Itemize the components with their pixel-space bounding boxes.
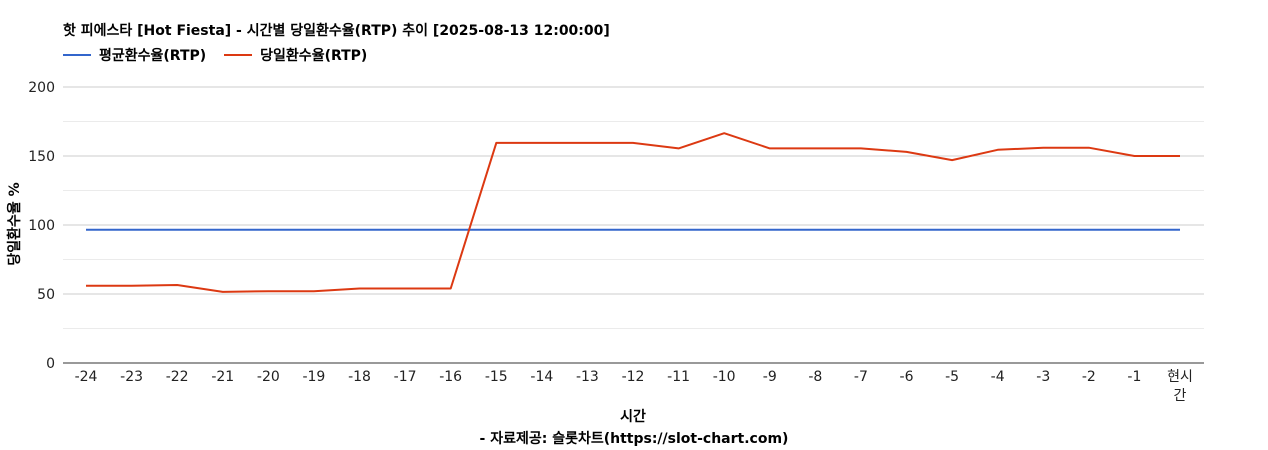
data-point-series-1[interactable] xyxy=(1177,153,1183,159)
data-point-series-1[interactable] xyxy=(995,147,1001,153)
x-tick-label: -15 xyxy=(485,369,508,385)
data-point-series-0[interactable] xyxy=(129,227,135,233)
chart-title: 핫 피에스타 [Hot Fiesta] - 시간별 당일환수율(RTP) 추이 … xyxy=(63,23,610,39)
data-point-series-0[interactable] xyxy=(676,227,682,233)
series-line-1[interactable] xyxy=(86,132,1180,293)
data-point-series-1[interactable] xyxy=(539,140,545,146)
x-tick-label: -17 xyxy=(394,369,417,385)
x-tick-label: -18 xyxy=(348,369,371,385)
x-tick-label: -12 xyxy=(622,369,645,385)
data-point-series-0[interactable] xyxy=(1040,227,1046,233)
x-tick-label: -2 xyxy=(1082,369,1096,385)
data-point-series-0[interactable] xyxy=(448,227,454,233)
x-tick-label: -5 xyxy=(945,369,959,385)
x-tick-label: -16 xyxy=(439,369,462,385)
data-point-series-1[interactable] xyxy=(812,145,818,151)
data-point-series-1[interactable] xyxy=(767,145,773,151)
data-point-series-1[interactable] xyxy=(265,288,271,294)
x-tick-label: -9 xyxy=(763,369,777,385)
legend-swatch-average xyxy=(63,54,91,56)
x-tick-label: -3 xyxy=(1036,369,1050,385)
data-point-series-1[interactable] xyxy=(357,285,363,291)
x-tick-label: 현시 간 xyxy=(1167,369,1193,404)
x-tick-label: -23 xyxy=(120,369,143,385)
data-point-series-0[interactable] xyxy=(265,227,271,233)
x-tick-label: -21 xyxy=(211,369,234,385)
data-point-series-0[interactable] xyxy=(402,227,408,233)
data-point-series-1[interactable] xyxy=(630,140,636,146)
data-point-series-1[interactable] xyxy=(584,140,590,146)
x-axis-title: 시간 xyxy=(620,409,646,425)
data-point-series-0[interactable] xyxy=(904,227,910,233)
x-tick-label: -14 xyxy=(530,369,553,385)
data-point-series-0[interactable] xyxy=(357,227,363,233)
x-tick-labels: -24 -23 -22 -21 -20 -19 -18 -17 -16 -15 -14 -13 -12 -… xyxy=(75,369,1193,404)
data-point-series-0[interactable] xyxy=(1131,227,1137,233)
data-point-series-0[interactable] xyxy=(311,227,317,233)
source-note: - 자료제공: 슬롯차트(https://slot-chart.com) xyxy=(479,431,789,447)
data-point-series-1[interactable] xyxy=(174,282,180,288)
x-tick-label: -11 xyxy=(667,369,690,385)
legend-item-average[interactable]: 평균환수율(RTP) xyxy=(63,45,206,65)
x-tick-label: -4 xyxy=(991,369,1005,385)
data-point-series-0[interactable] xyxy=(174,227,180,233)
legend-item-daily[interactable]: 당일환수율(RTP) xyxy=(224,45,367,65)
data-point-series-1[interactable] xyxy=(493,140,499,146)
data-point-series-1[interactable] xyxy=(402,285,408,291)
y-tick-label: 50 xyxy=(37,287,55,303)
data-point-series-0[interactable] xyxy=(630,227,636,233)
x-tick-label: -19 xyxy=(302,369,325,385)
x-tick-label: -10 xyxy=(713,369,736,385)
series-layer xyxy=(83,130,1183,295)
data-point-series-0[interactable] xyxy=(1086,227,1092,233)
data-point-series-1[interactable] xyxy=(129,283,135,289)
grid-layer xyxy=(63,86,1204,329)
data-point-series-0[interactable] xyxy=(812,227,818,233)
y-tick-label: 0 xyxy=(46,356,55,372)
legend-swatch-daily xyxy=(224,54,253,56)
data-point-series-0[interactable] xyxy=(721,227,727,233)
legend: 평균환수율(RTP) 당일환수율(RTP) xyxy=(63,45,385,65)
data-point-series-0[interactable] xyxy=(858,227,864,233)
y-tick-label: 200 xyxy=(28,80,55,96)
legend-label-average: 평균환수율(RTP) xyxy=(99,48,207,64)
x-tick-label: -7 xyxy=(854,369,868,385)
data-point-series-1[interactable] xyxy=(949,157,955,163)
data-point-series-0[interactable] xyxy=(493,227,499,233)
data-point-series-0[interactable] xyxy=(539,227,545,233)
data-point-series-1[interactable] xyxy=(858,145,864,151)
data-point-series-1[interactable] xyxy=(448,285,454,291)
data-point-series-0[interactable] xyxy=(1177,227,1183,233)
data-point-series-0[interactable] xyxy=(767,227,773,233)
data-point-series-1[interactable] xyxy=(1086,145,1092,151)
x-tick-label: -20 xyxy=(257,369,280,385)
data-point-series-0[interactable] xyxy=(995,227,1001,233)
data-point-series-1[interactable] xyxy=(721,130,727,136)
x-tick-label: -8 xyxy=(808,369,822,385)
x-tick-label: -24 xyxy=(75,369,98,385)
data-point-series-0[interactable] xyxy=(949,227,955,233)
data-point-series-1[interactable] xyxy=(220,289,226,295)
y-tick-labels: 0 50 100 150 200 xyxy=(28,80,55,372)
data-point-series-0[interactable] xyxy=(220,227,226,233)
x-tick-label: -1 xyxy=(1127,369,1141,385)
data-point-series-1[interactable] xyxy=(83,283,89,289)
x-tick-label: -22 xyxy=(166,369,189,385)
data-point-series-0[interactable] xyxy=(584,227,590,233)
data-point-series-1[interactable] xyxy=(311,288,317,294)
y-tick-label: 100 xyxy=(28,218,55,234)
x-tick-label: -13 xyxy=(576,369,599,385)
data-point-series-1[interactable] xyxy=(1040,145,1046,151)
data-point-series-1[interactable] xyxy=(1131,153,1137,159)
legend-label-daily: 당일환수율(RTP) xyxy=(260,48,368,64)
data-point-series-1[interactable] xyxy=(676,145,682,151)
data-point-series-0[interactable] xyxy=(83,227,89,233)
x-tick-label: -6 xyxy=(900,369,914,385)
data-point-series-1[interactable] xyxy=(904,149,910,155)
y-tick-label: 150 xyxy=(28,149,55,165)
